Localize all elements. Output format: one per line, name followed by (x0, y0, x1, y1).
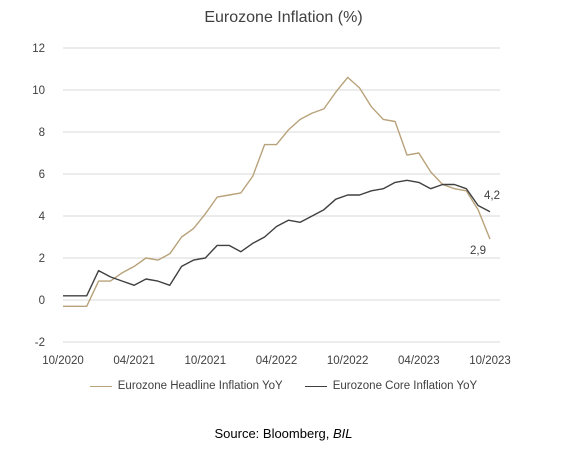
chart-title: Eurozone Inflation (%) (204, 9, 363, 26)
x-tick-label: 04/2021 (113, 355, 155, 367)
y-tick-label: 2 (39, 253, 45, 265)
data-label-core-end: 4,2 (484, 190, 500, 202)
y-tick-label: 8 (39, 127, 45, 139)
x-tick-label: 10/2023 (469, 355, 511, 367)
series-line-core (63, 179, 491, 297)
source-italic: BIL (333, 426, 353, 441)
x-tick-label: 10/2021 (185, 355, 227, 367)
y-tick-label: 10 (32, 85, 45, 97)
y-tick-label: 4 (39, 211, 46, 223)
legend-item-core: Eurozone Core Inflation YoY (304, 380, 478, 392)
source-prefix: Source: Bloomberg, (214, 426, 333, 441)
y-tick-label: 6 (39, 169, 45, 181)
series-line-headline (63, 76, 491, 307)
legend-item-headline: Eurozone Headline Inflation YoY (89, 380, 283, 392)
x-tick-label: 04/2022 (256, 355, 298, 367)
legend-label-core: Eurozone Core Inflation YoY (332, 380, 478, 392)
data-label-headline-end: 2,9 (470, 245, 486, 257)
y-tick-label: 0 (39, 295, 45, 307)
legend-swatch-core (304, 385, 327, 387)
y-tick-label: 12 (32, 43, 45, 55)
x-tick-label: 04/2023 (398, 355, 440, 367)
x-tick-label: 10/2022 (327, 355, 369, 367)
x-tick-label: 10/2020 (42, 355, 84, 367)
line-chart: -2 0 2 4 6 8 10 12 10/2020 04/2021 10/2021 04/2022 1… (32, 43, 511, 367)
legend-swatch-headline (89, 385, 112, 387)
legend-label-headline: Eurozone Headline Inflation YoY (117, 380, 283, 392)
chart-legend: Eurozone Headline Inflation YoY Eurozone… (0, 380, 567, 392)
y-tick-label: -2 (35, 337, 45, 349)
source-note: Source: Bloomberg, BIL (0, 426, 567, 441)
